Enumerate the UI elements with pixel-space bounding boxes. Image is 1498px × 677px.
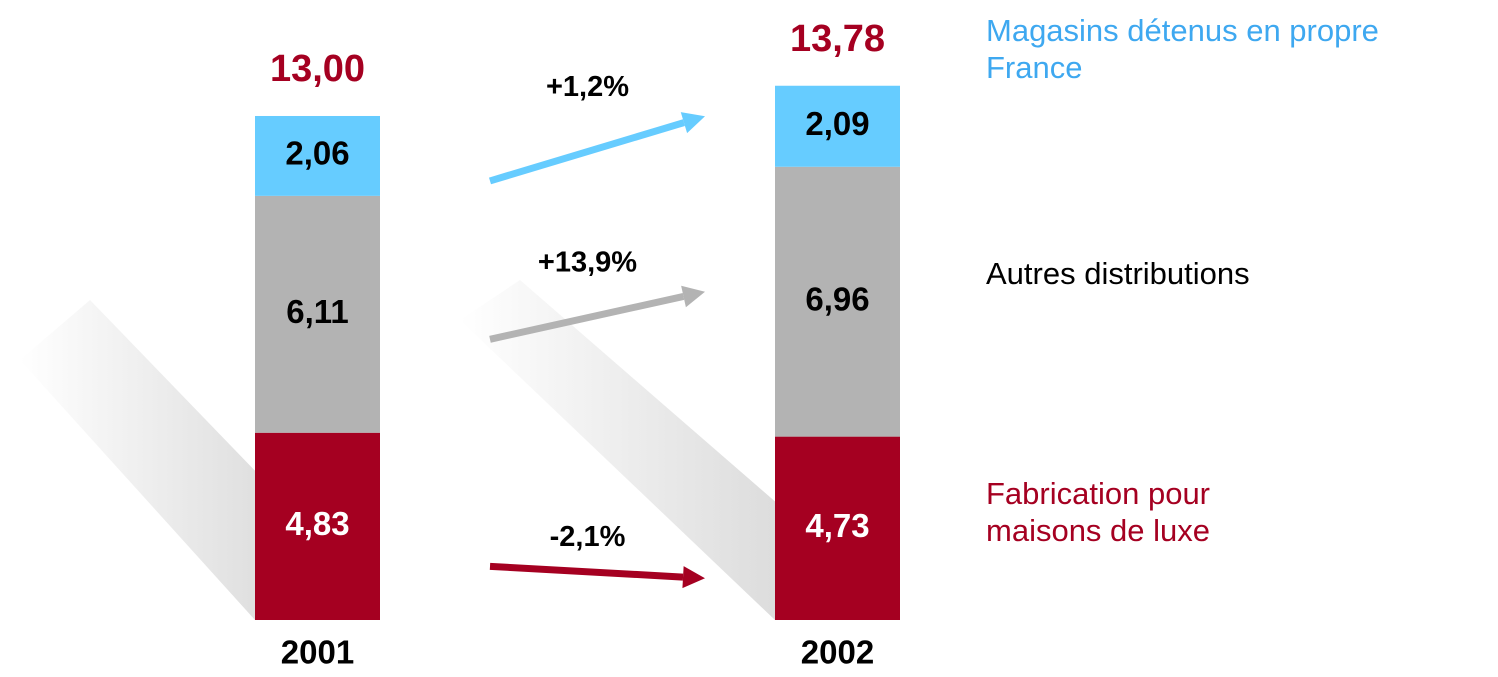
legend-entry: Magasins détenus en propre France: [986, 13, 1379, 85]
arrow-head: [680, 112, 705, 134]
value-label: 2,09: [805, 105, 869, 142]
bar-segment: [775, 436, 900, 620]
change-label: -2,1%: [550, 521, 626, 553]
bar-segment: [775, 85, 900, 167]
change-label: +1,2%: [546, 71, 629, 103]
value-label: 4,83: [285, 505, 349, 542]
bar-segment: [255, 432, 380, 620]
value-label: 6,96: [805, 280, 869, 317]
x-tick-label: 2002: [801, 634, 874, 671]
total-label: 13,78: [790, 18, 885, 60]
change-label: +13,9%: [538, 246, 637, 278]
total-label: 13,00: [270, 48, 365, 90]
arrow-head: [681, 285, 705, 308]
legend-entry: Autres distributions: [986, 256, 1250, 291]
value-label: 6,11: [286, 293, 348, 330]
change-arrow: [489, 293, 685, 343]
bar-segment: [255, 195, 380, 433]
bar-segment: [255, 115, 380, 196]
x-tick-label: 2001: [281, 634, 354, 671]
legend-entry: Fabrication pour maisons de luxe: [986, 476, 1211, 548]
arrow-head: [682, 566, 705, 589]
change-arrow: [488, 119, 685, 185]
change-arrow: [489, 562, 684, 581]
value-label: 4,73: [805, 507, 869, 544]
bar-segment: [775, 166, 900, 437]
value-label: 2,06: [285, 135, 349, 172]
